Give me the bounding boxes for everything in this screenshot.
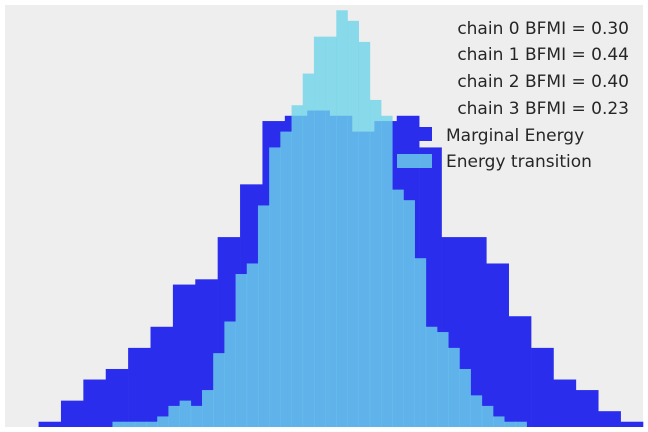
bfmi-label-chain-1: chain 1 BFMI = 0.44 (457, 45, 629, 65)
energy-transition-bar (235, 274, 248, 427)
bfmi-label-chain-2: chain 2 BFMI = 0.40 (457, 72, 629, 92)
energy-transition-bar (392, 189, 404, 428)
marginal-energy-bar (553, 379, 577, 427)
marginal-energy-bar (105, 368, 129, 427)
marginal-energy-bar (575, 390, 599, 427)
energy-transition-bar (280, 131, 292, 427)
energy-transition-bar (325, 36, 337, 428)
energy-transition-bar (459, 368, 471, 427)
marginal-energy-bar (60, 400, 84, 428)
energy-transition-bar (336, 10, 348, 428)
energy-transition-bar (448, 347, 460, 428)
energy-transition-bar (381, 115, 393, 428)
marginal-energy-bar (38, 421, 62, 427)
energy-transition-bar (313, 36, 326, 428)
energy-transition-bar (515, 421, 527, 427)
energy-transition-bar (179, 400, 192, 428)
energy-transition-bar (291, 105, 304, 427)
energy-transition-bar (157, 416, 169, 427)
marginal-energy-bar (620, 421, 644, 427)
energy-transition-bar (481, 405, 494, 427)
energy-transition-bar (425, 326, 438, 427)
energy-transition-bar (134, 421, 147, 427)
energy-transition-bar (347, 20, 359, 427)
energy-transition-bar (470, 395, 483, 427)
energy-transition-bar (403, 200, 415, 427)
energy-transition-bar (358, 41, 371, 428)
marginal-energy-bar (150, 326, 174, 427)
bfmi-label-chain-0: chain 0 BFMI = 0.30 (457, 19, 629, 39)
energy-transition-bar (269, 147, 281, 427)
marginal-energy-bar (172, 284, 196, 427)
energy-transition-bar (146, 421, 158, 427)
legend-label-marginal-energy: Marginal Energy (446, 126, 584, 146)
legend-swatch-energy-transition (397, 154, 432, 168)
energy-transition-bar (224, 321, 236, 427)
energy-transition-bar (246, 263, 259, 427)
energy-transition-bar (123, 421, 136, 427)
energy-transition-bar (190, 405, 203, 427)
energy-transition-bar (369, 99, 382, 427)
marginal-energy-bar (531, 347, 554, 428)
marginal-energy-bar (598, 411, 621, 427)
energy-transition-bar (202, 390, 214, 427)
energy-transition-bar (493, 416, 505, 427)
marginal-energy-bar (508, 316, 532, 427)
energy-transition-bar (213, 353, 225, 427)
legend-label-energy-transition: Energy transition (446, 152, 592, 172)
legend: chain 0 BFMI = 0.30 chain 1 BFMI = 0.44 … (397, 19, 629, 172)
marginal-energy-bar (128, 347, 151, 428)
energy-transition-bar (257, 205, 270, 427)
energy-transition-bar (504, 421, 516, 427)
energy-transition-bar (302, 73, 315, 427)
legend-swatch-marginal-energy (397, 127, 432, 141)
energy-transition-bar (168, 405, 180, 427)
energy-transition-bar (437, 332, 449, 427)
marginal-energy-bar (486, 263, 509, 427)
energy-transition-bar (414, 258, 427, 427)
bfmi-label-chain-3: chain 3 BFMI = 0.23 (457, 99, 629, 119)
marginal-energy-bar (83, 379, 107, 427)
histogram-bars (38, 10, 644, 428)
energy-transition-bar (112, 421, 124, 427)
